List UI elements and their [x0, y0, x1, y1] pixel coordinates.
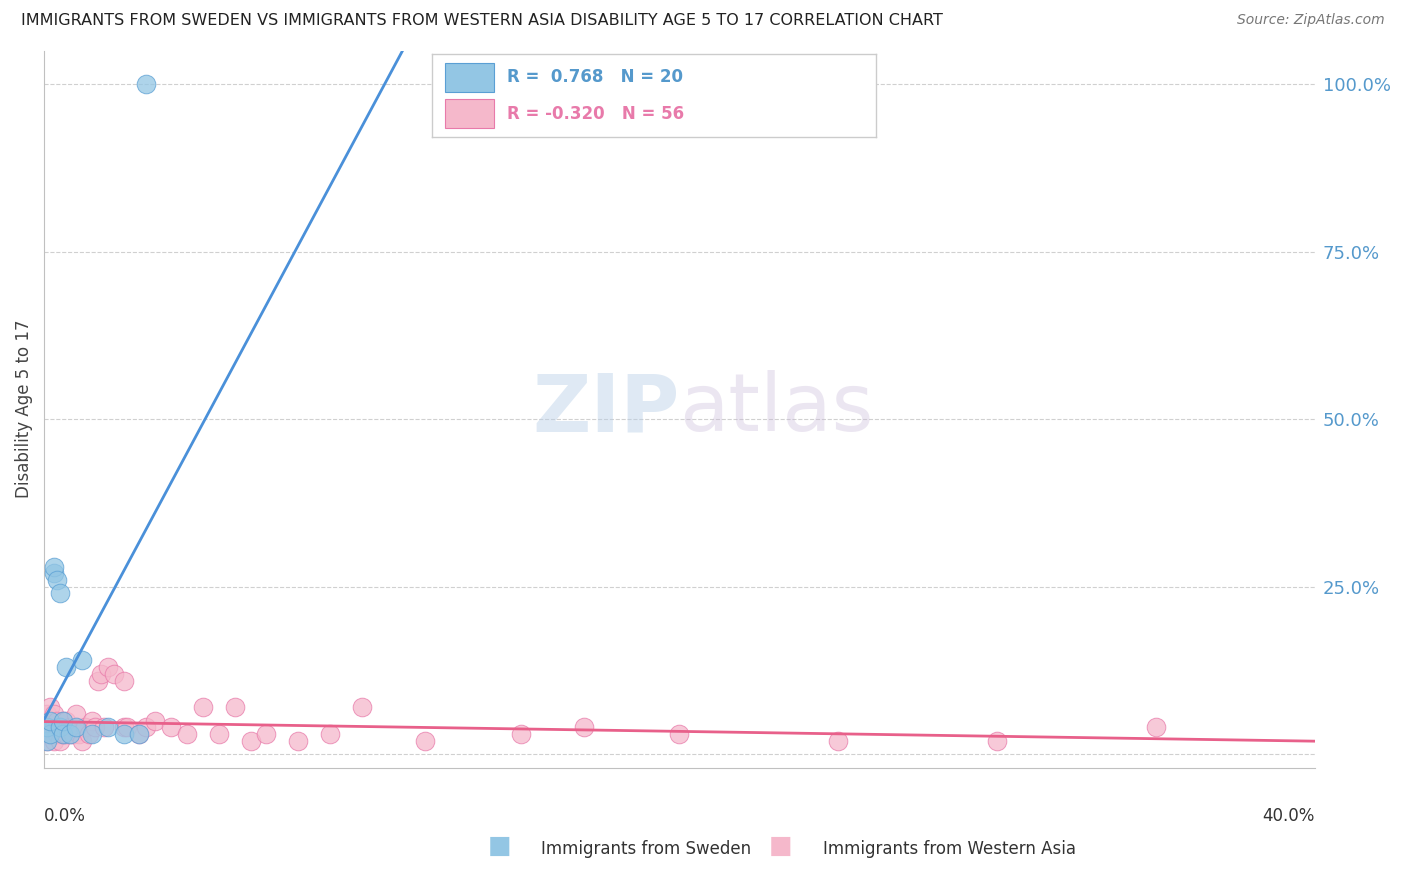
Point	[84, 721, 107, 735]
Text: Immigrants from Sweden: Immigrants from Sweden	[541, 840, 751, 858]
Point	[668, 727, 690, 741]
Point	[112, 721, 135, 735]
Point	[49, 721, 72, 735]
Point	[52, 727, 75, 741]
Point	[572, 721, 595, 735]
Point	[52, 727, 75, 741]
Point	[37, 707, 59, 722]
Point	[39, 714, 62, 728]
Point	[45, 714, 67, 728]
Point	[239, 734, 262, 748]
Text: Immigrants from Western Asia: Immigrants from Western Asia	[823, 840, 1076, 858]
Point	[58, 721, 80, 735]
Point	[65, 707, 87, 722]
Point	[115, 721, 138, 735]
Point	[112, 727, 135, 741]
Text: ZIP: ZIP	[531, 370, 679, 448]
Point	[37, 734, 59, 748]
Text: 40.0%: 40.0%	[1263, 807, 1315, 825]
Point	[986, 734, 1008, 748]
Point	[39, 727, 62, 741]
Point	[287, 734, 309, 748]
Point	[128, 727, 150, 741]
Point	[52, 714, 75, 728]
Point	[827, 734, 849, 748]
Point	[55, 727, 77, 741]
Point	[45, 573, 67, 587]
Y-axis label: Disability Age 5 to 17: Disability Age 5 to 17	[15, 320, 32, 499]
Text: Source: ZipAtlas.com: Source: ZipAtlas.com	[1237, 13, 1385, 28]
Text: ■: ■	[488, 834, 510, 858]
Text: ■: ■	[769, 834, 792, 858]
Text: 0.0%: 0.0%	[44, 807, 86, 825]
Point	[350, 700, 373, 714]
Point	[39, 714, 62, 728]
Point	[128, 727, 150, 741]
Point	[413, 734, 436, 748]
Point	[208, 727, 231, 741]
Point	[1144, 721, 1167, 735]
Point	[37, 721, 59, 735]
Point	[70, 734, 93, 748]
Point	[80, 714, 103, 728]
Point	[143, 714, 166, 728]
Point	[87, 673, 110, 688]
Point	[42, 721, 65, 735]
Point	[70, 653, 93, 667]
Point	[224, 700, 246, 714]
Point	[90, 666, 112, 681]
Point	[42, 566, 65, 581]
Point	[37, 721, 59, 735]
Point	[55, 660, 77, 674]
Point	[58, 727, 80, 741]
Point	[135, 77, 157, 91]
Point	[176, 727, 198, 741]
Text: atlas: atlas	[679, 370, 873, 448]
Point	[75, 721, 97, 735]
Point	[62, 727, 84, 741]
Point	[80, 727, 103, 741]
Point	[77, 727, 100, 741]
Point	[37, 734, 59, 748]
Point	[45, 727, 67, 741]
Point	[55, 714, 77, 728]
Point	[97, 721, 120, 735]
Point	[52, 714, 75, 728]
Point	[42, 734, 65, 748]
Point	[97, 660, 120, 674]
Point	[58, 727, 80, 741]
Point	[112, 673, 135, 688]
Point	[93, 721, 115, 735]
Point	[160, 721, 183, 735]
Point	[256, 727, 278, 741]
Point	[39, 727, 62, 741]
Point	[67, 727, 90, 741]
Point	[39, 700, 62, 714]
Point	[103, 666, 125, 681]
Point	[42, 707, 65, 722]
Point	[42, 559, 65, 574]
Point	[49, 734, 72, 748]
Point	[49, 721, 72, 735]
Point	[65, 721, 87, 735]
Point	[509, 727, 531, 741]
Point	[135, 721, 157, 735]
Point	[49, 586, 72, 600]
Point	[191, 700, 214, 714]
Point	[319, 727, 342, 741]
Point	[65, 721, 87, 735]
Text: IMMIGRANTS FROM SWEDEN VS IMMIGRANTS FROM WESTERN ASIA DISABILITY AGE 5 TO 17 CO: IMMIGRANTS FROM SWEDEN VS IMMIGRANTS FRO…	[21, 13, 943, 29]
